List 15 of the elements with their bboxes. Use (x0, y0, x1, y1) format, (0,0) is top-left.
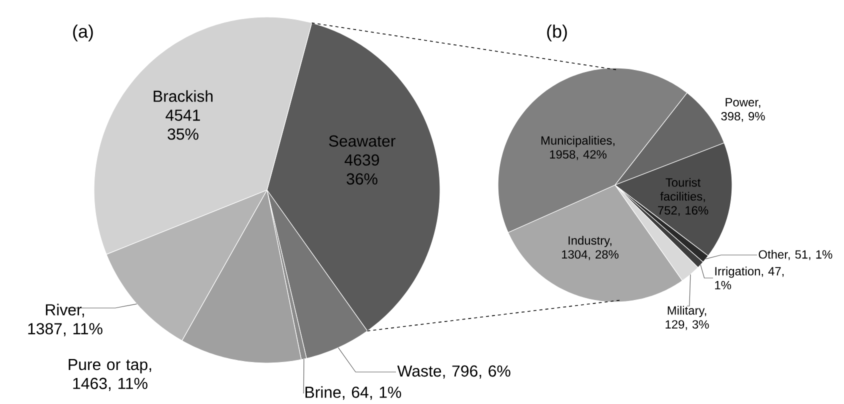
slice-label: Brackish 4541 35% (154, 90, 213, 140)
slice-label: Waste, 796, 6% (397, 365, 510, 379)
chart-title: (a) (73, 24, 93, 42)
slice-label: Military, 129, 3% (666, 306, 709, 330)
slice-label: Irrigation, 47, 1% (715, 266, 784, 290)
slice-label: Seawater 4639 36% (329, 135, 396, 185)
slice-label: Brine, 64, 1% (306, 386, 402, 400)
slice-label: River, 1387, 11% (28, 304, 102, 336)
slice-label: Industry, 1304, 28% (562, 236, 618, 260)
slice-label: Pure or tap, 1463, 11% (68, 359, 152, 391)
slice-label: Municipalities, 1958, 42% (541, 136, 614, 160)
slice-label: Other, 51, 1% (758, 250, 832, 260)
chart-title: (b) (547, 24, 567, 42)
slice-label: Power, 398, 9% (721, 98, 765, 122)
slice-label: Tourist facilities, 752, 16% (658, 178, 708, 216)
